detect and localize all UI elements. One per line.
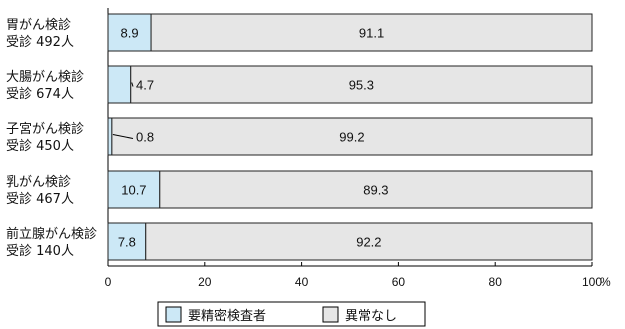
bar-segment-detail <box>107 117 113 156</box>
x-tick-label: 60 <box>392 275 406 289</box>
category-label: 乳がん検診受診 467人 <box>6 174 74 207</box>
data-label: 95.3 <box>349 78 374 93</box>
data-label: 10.7 <box>121 183 146 198</box>
x-tick-label: 100 <box>582 275 602 289</box>
data-label: 0.8 <box>136 130 154 145</box>
bar-row: 子宮がん検診受診 450人 0.8 99.2 <box>6 117 593 156</box>
data-label: 8.9 <box>120 26 138 41</box>
legend: 要精密検査者 異常なし <box>157 301 426 327</box>
bar-segment-normal <box>150 13 593 52</box>
bar-segment-detail <box>107 65 132 104</box>
category-label: 大腸がん検診受診 674人 <box>6 69 84 102</box>
legend-label: 要精密検査者 <box>188 308 266 324</box>
bar-segment-normal <box>145 222 593 261</box>
legend-swatch <box>322 306 339 323</box>
data-label: 4.7 <box>136 78 154 93</box>
bar-row: 胃がん検診受診 492人 8.9 91.1 <box>6 13 593 52</box>
x-axis-unit: % <box>600 275 611 289</box>
legend-label: 異常なし <box>345 309 397 324</box>
data-label: 7.8 <box>118 235 136 250</box>
x-tick-label: 40 <box>295 275 309 289</box>
x-tick-label: 80 <box>489 275 503 289</box>
data-label: 92.2 <box>356 235 381 250</box>
leader-line <box>112 134 134 139</box>
bar-row: 前立腺がん検診受診 140人 7.8 92.2 <box>6 222 593 261</box>
category-label: 前立腺がん検診受診 140人 <box>6 226 97 259</box>
legend-box <box>157 301 426 327</box>
data-label: 89.3 <box>363 183 388 198</box>
category-label: 子宮がん検診受診 450人 <box>6 121 84 154</box>
bar-segment-normal <box>159 170 593 209</box>
legend-swatch <box>165 306 182 323</box>
data-label: 99.2 <box>339 130 364 145</box>
data-label: 91.1 <box>359 26 384 41</box>
bar-row: 大腸がん検診受診 674人 4.7 95.3 <box>6 65 593 104</box>
x-tick-label: 0 <box>105 275 112 289</box>
category-label: 胃がん検診受診 492人 <box>6 17 74 50</box>
bar-segment-normal <box>111 117 593 156</box>
x-tick-label: 20 <box>198 275 212 289</box>
bar-row: 乳がん検診受診 467人 10.7 89.3 <box>6 170 593 209</box>
leader-line <box>131 82 134 87</box>
bar-segment-normal <box>130 65 593 104</box>
